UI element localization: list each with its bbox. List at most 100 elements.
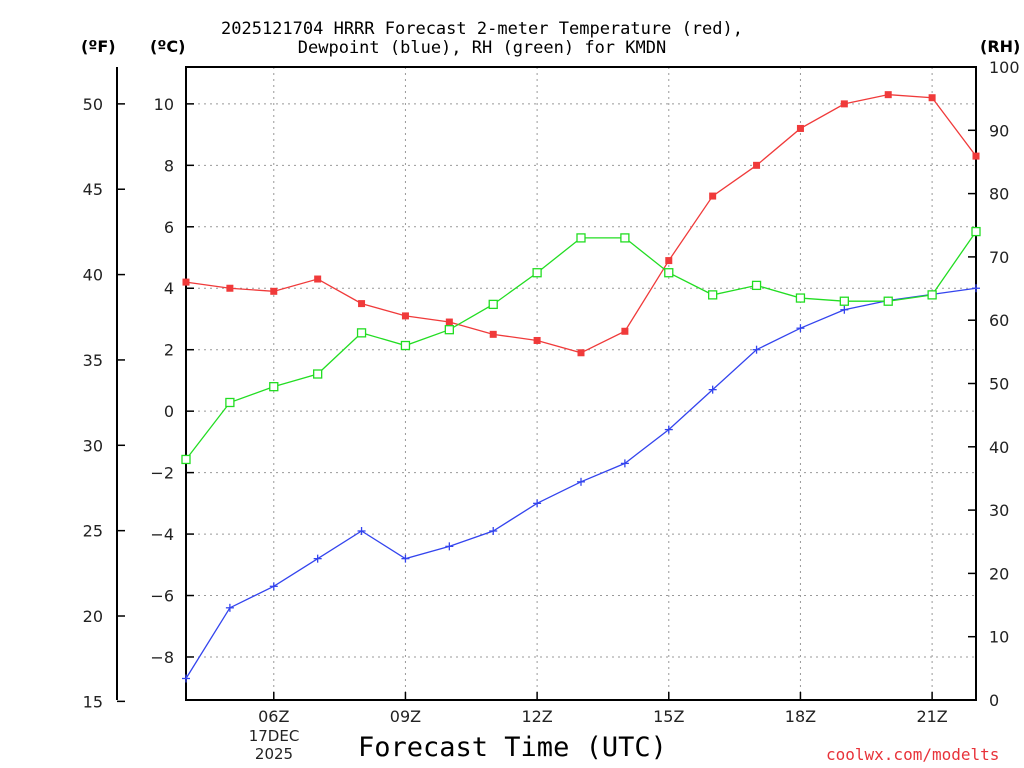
dewpoint-point: [533, 499, 542, 508]
celsius-tick-label: 8: [164, 156, 174, 175]
rh-tick-label: 100: [989, 58, 1020, 77]
rh-tick-label: 60: [989, 311, 1009, 330]
rh-point: [839, 296, 849, 306]
x-tick-label: 18Z: [785, 707, 816, 726]
temperature-point: [314, 275, 322, 283]
chart-title-line-2: Dewpoint (blue), RH (green) for KMDN: [297, 38, 667, 58]
celsius-tick-label: 0: [164, 402, 174, 421]
temperature-point: [884, 91, 892, 99]
temperature-point: [401, 312, 409, 320]
dewpoint-point: [796, 324, 805, 333]
rh-point: [620, 233, 630, 243]
temperature-point: [972, 152, 980, 160]
rh-tick-label: 80: [989, 185, 1009, 204]
celsius-tick-label: 6: [164, 218, 174, 237]
rh-tick-label: 50: [989, 375, 1009, 394]
rh-point: [269, 382, 279, 392]
rh-point: [488, 299, 498, 310]
fahrenheit-tick-label: 40: [83, 266, 103, 285]
rh-tick-label: 10: [989, 628, 1009, 647]
rh-point: [400, 340, 411, 351]
temperature-point: [621, 327, 629, 335]
rh-point: [708, 290, 718, 300]
temperature-point: [665, 257, 673, 265]
temperature-line: [185, 94, 977, 354]
temperature-point: [928, 94, 936, 102]
fahrenheit-tick-label: 15: [83, 692, 103, 711]
temperature-point: [489, 330, 497, 338]
x-axis-title: Forecast Time (UTC): [358, 732, 667, 763]
dewpoint-point: [752, 345, 761, 354]
date-label-day: 17DEC: [248, 727, 300, 745]
rh-point: [181, 454, 191, 465]
fahrenheit-unit-label: (ºF): [81, 37, 116, 56]
celsius-tick-label: 2: [164, 341, 174, 360]
fahrenheit-tick-label: 50: [83, 95, 103, 114]
rh-tick-label: 0: [989, 691, 999, 710]
dewpoint-point: [225, 603, 234, 612]
celsius-tick-label: −4: [150, 525, 174, 544]
date-label-year: 2025: [254, 745, 294, 763]
x-tick-label: 15Z: [653, 707, 684, 726]
credit-link[interactable]: coolwx.com/modelts: [826, 745, 1000, 764]
temperature-point: [445, 318, 453, 326]
dewpoint-point: [972, 284, 980, 293]
dewpoint-point: [357, 526, 366, 535]
fahrenheit-tick-label: 30: [83, 436, 103, 455]
rh-point: [225, 397, 235, 408]
rh-tick-label: 40: [989, 438, 1009, 457]
temperature-point: [182, 278, 190, 286]
dewpoint-point: [840, 305, 849, 314]
dewpoint-point: [445, 542, 454, 551]
rh-tick-label: 70: [989, 248, 1009, 267]
rh-unit-label: (RH): [980, 37, 1021, 56]
celsius-tick-label: 4: [164, 279, 174, 298]
rh-point: [313, 369, 323, 379]
celsius-tick-label: −8: [150, 648, 174, 667]
rh-point: [795, 293, 806, 303]
temperature-point: [577, 349, 585, 357]
grid-lines: [186, 67, 976, 700]
celsius-tick-label: −2: [150, 464, 174, 483]
rh-point: [356, 328, 367, 338]
temperature-point: [753, 161, 761, 169]
dewpoint-point: [577, 477, 585, 486]
data-series: [181, 91, 981, 683]
x-tick-label: 09Z: [390, 707, 421, 726]
dewpoint-point: [313, 554, 322, 563]
fahrenheit-tick-label: 20: [83, 607, 103, 626]
rh-tick-label: 20: [989, 564, 1009, 583]
celsius-unit-label: (ºC): [150, 37, 186, 56]
dewpoint-point: [708, 385, 717, 394]
rh-point: [751, 280, 762, 291]
rh-line: [185, 231, 977, 460]
celsius-tick-label: −6: [150, 587, 174, 606]
dewpoint-point: [269, 582, 278, 591]
x-tick-label: 12Z: [521, 707, 552, 726]
celsius-tick-label: 10: [154, 95, 174, 114]
rh-point: [664, 268, 674, 278]
dewpoint-point: [401, 554, 410, 563]
rh-point: [576, 233, 586, 243]
temperature-point: [709, 192, 717, 200]
rh-point: [532, 268, 542, 278]
plot-frame: [185, 66, 977, 701]
dewpoint-point: [620, 459, 629, 468]
x-tick-label: 21Z: [916, 707, 947, 726]
rh-tick-label: 30: [989, 501, 1009, 520]
temperature-point: [358, 300, 366, 308]
dewpoint-point: [664, 425, 673, 434]
temperature-point: [270, 287, 278, 295]
rh-point: [971, 226, 981, 237]
temperature-point: [533, 336, 541, 344]
rh-point: [883, 296, 893, 306]
dewpoint-point: [182, 674, 190, 683]
temperature-point: [226, 284, 234, 292]
x-tick-label: 06Z: [258, 707, 289, 726]
chart-title-line-1: 2025121704 HRRR Forecast 2-meter Tempera…: [221, 19, 743, 39]
rh-point: [444, 325, 454, 335]
fahrenheit-tick-label: 35: [83, 351, 103, 370]
rh-tick-label: 90: [989, 121, 1009, 140]
rh-point: [927, 290, 937, 300]
